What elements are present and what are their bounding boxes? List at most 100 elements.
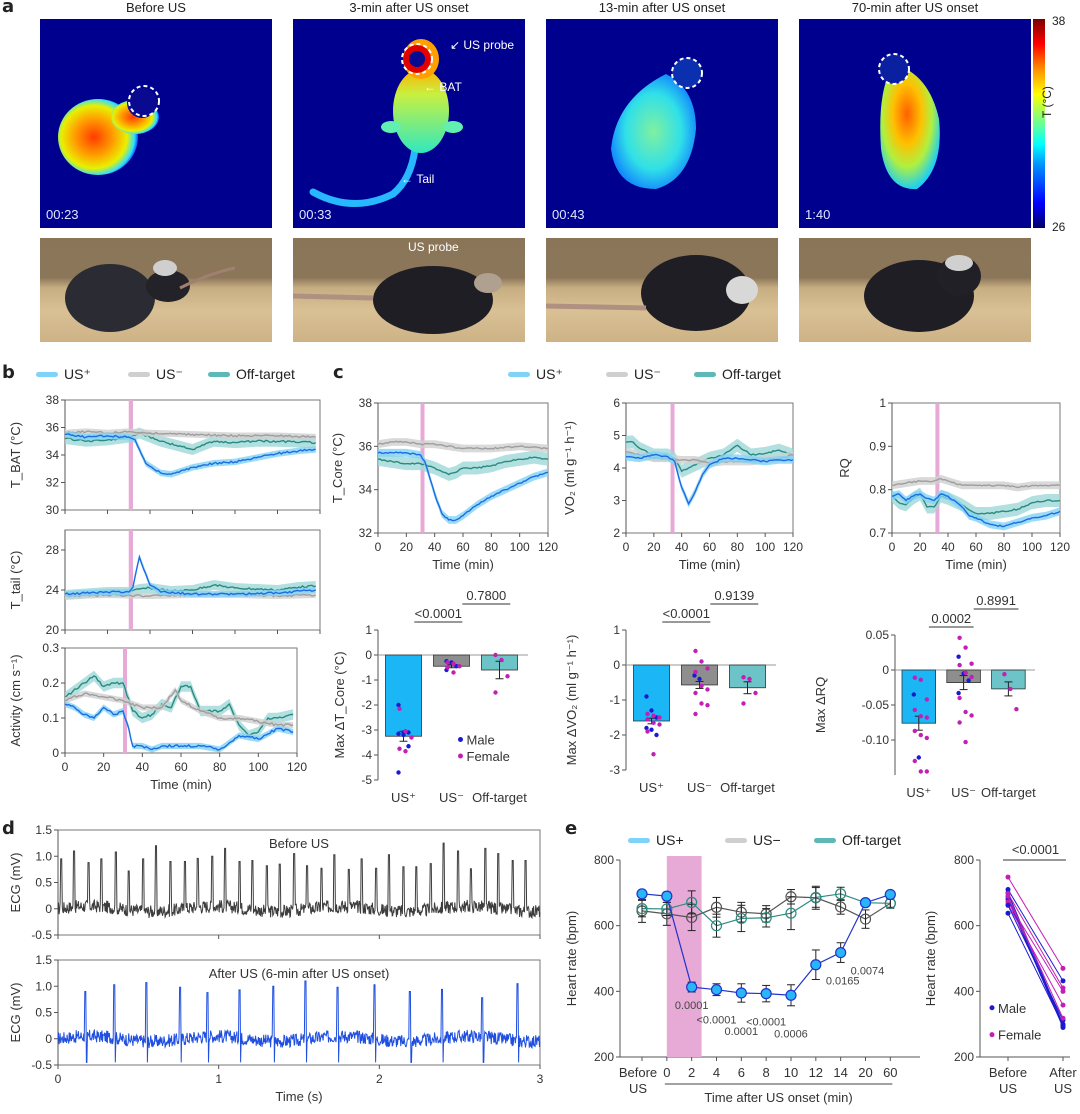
legend-swatch: [508, 372, 530, 377]
data-point-us-plus: [735, 987, 747, 999]
panel-label-c: c: [333, 362, 344, 383]
thermal-image-13min: 00:43: [546, 19, 778, 228]
panel-label-a: a: [2, 0, 15, 17]
data-point-male: [956, 654, 961, 659]
series-line-off-target: [377, 456, 549, 476]
x-tick-label: US⁺: [391, 790, 416, 805]
data-point-female: [741, 675, 746, 680]
colorbar-min: 26: [1052, 220, 1066, 234]
data-point-female: [912, 758, 917, 764]
x-tick-label: 40: [941, 540, 955, 554]
y-tick-label: -5: [361, 773, 372, 787]
y-tick-label: 0.05: [866, 628, 890, 642]
y-axis-label: RQ: [837, 458, 852, 478]
x-tick-label: 60: [883, 1065, 897, 1080]
sem-band-off-target: [65, 670, 294, 741]
legend-c-us-plus: US⁺: [508, 366, 563, 383]
data-point-female: [451, 661, 456, 666]
y-tick-label: -4: [361, 748, 372, 762]
legend-e-off-target: Off-target: [814, 832, 901, 848]
y-tick-label: 0.5: [35, 876, 52, 890]
x-tick-label: 100: [1022, 540, 1042, 554]
chart-rq: 0.7 0.8 0.9 1 0 20 40 60 80 100 120 Time (min) RQ: [837, 396, 1070, 572]
x-tick-label: 20: [913, 540, 927, 554]
data-point-female: [924, 769, 929, 774]
y-axis-label: VO₂ (ml g⁻¹ h⁻¹): [562, 421, 577, 515]
legend-label: US⁻: [634, 366, 661, 382]
y-tick-label: 6: [613, 396, 620, 410]
data-point-female: [409, 735, 414, 740]
y-tick-label: -0.10: [862, 733, 890, 747]
data-point-male: [649, 708, 654, 713]
data-point-female: [693, 690, 698, 696]
legend-swatch: [725, 837, 747, 843]
x-tick-label: US⁻: [951, 785, 976, 800]
data-point-male: [654, 732, 659, 738]
y-axis-label: T_Core (°C): [330, 433, 345, 503]
y-tick-label: 1.5: [35, 823, 52, 837]
data-point-female: [645, 717, 650, 722]
data-point-us-plus: [785, 989, 797, 1001]
data-point-female: [499, 657, 504, 663]
paired-line-male: [1007, 889, 1064, 982]
timestamp: 1:40: [805, 207, 831, 222]
y-tick-label: 0: [52, 746, 59, 760]
legend-swatch: [694, 371, 716, 377]
p-value-label: 0.0074: [851, 966, 885, 978]
sem-band-us-minus: [378, 438, 548, 453]
paired-line-male: [1007, 905, 1064, 1021]
x-tick-label: 0: [62, 760, 69, 774]
x-tick-label: Off-target: [981, 785, 1036, 800]
data-point-female: [1014, 707, 1019, 712]
data-point-us-plus: [810, 959, 822, 971]
data-point-off-target: [686, 896, 698, 908]
chart-bar-tcore: -5 -4 -3 -2 -1 0 1 Max ΔT_Core (°C) US⁺ US⁻ Off-ta…: [332, 588, 528, 805]
x-tick-label: 2: [688, 1065, 695, 1080]
x-axis-label: Time (min): [150, 777, 212, 792]
y-tick-label: 0: [613, 658, 620, 672]
thermal-title: 13-min after US onset: [598, 0, 726, 15]
p-value-label: 0.9139: [714, 588, 754, 603]
data-point-off-target: [835, 888, 847, 900]
data-point-male: [396, 770, 401, 775]
x-tick-label: 100: [755, 540, 775, 554]
y-tick-label: 34: [46, 448, 60, 462]
x-tick-label: 0: [375, 540, 382, 554]
y-tick-label: 600: [954, 919, 974, 933]
y-tick-label: 1: [365, 623, 372, 637]
data-point-female: [963, 709, 968, 715]
y-tick-label: 38: [46, 395, 60, 407]
data-point-female: [918, 769, 923, 774]
p-value-label: 0.0006: [774, 1028, 808, 1040]
y-tick-label: -2: [609, 728, 620, 742]
paired-line-female: [1007, 893, 1064, 989]
y-axis-label: ECG (mV): [8, 983, 23, 1043]
data-point-female: [651, 713, 656, 718]
paired-line-male: [1007, 912, 1064, 1026]
mouse-heat-shape: [309, 39, 463, 207]
data-point-female: [699, 659, 704, 664]
data-point-us-plus: [661, 890, 673, 902]
panel-label-d: d: [2, 818, 15, 839]
paired-line-male: [1007, 896, 1064, 1027]
data-point-female: [699, 701, 704, 706]
data-point-us-minus: [835, 901, 847, 913]
data-point-male: [649, 727, 654, 732]
y-tick-label: 0: [45, 1032, 52, 1046]
series-line-us-minus: [891, 477, 1061, 489]
x-tick-label: 80: [213, 760, 227, 774]
x-tick-label: Off-target: [720, 780, 775, 795]
series-line-off-target: [64, 675, 294, 737]
data-point-female: [651, 720, 656, 725]
legend-c-us-minus: US⁻: [606, 366, 661, 383]
x-tick-label: 0: [623, 540, 630, 554]
series-line-us-plus: [625, 453, 794, 506]
legend-e-us-plus: US+: [628, 832, 684, 848]
data-point-female: [747, 676, 752, 682]
data-point-male: [911, 692, 916, 697]
timestamp: 00:23: [46, 207, 79, 222]
chart-title: After US (6-min after US onset): [209, 966, 390, 981]
x-tick-label: 6: [738, 1065, 745, 1080]
tail-label: Tail: [416, 172, 435, 186]
